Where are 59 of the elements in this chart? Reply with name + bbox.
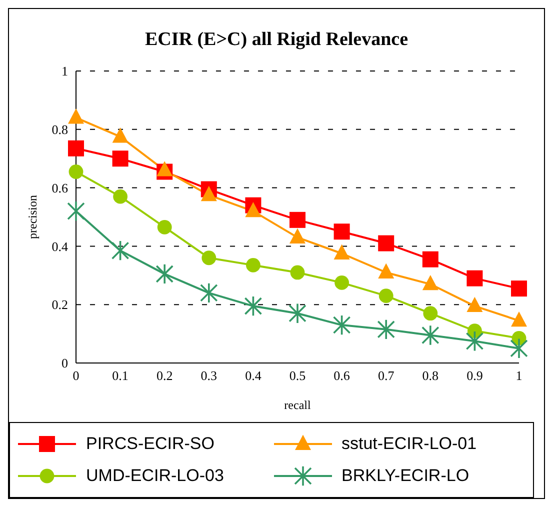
point — [68, 140, 84, 156]
point — [334, 224, 350, 240]
legend-label: BRKLY-ECIR-LO — [342, 466, 470, 486]
point — [200, 282, 218, 304]
point — [202, 250, 216, 266]
x-tick-label: 0.6 — [334, 368, 350, 384]
point — [334, 276, 349, 290]
point — [112, 150, 128, 167]
point — [378, 288, 394, 304]
y-axis-title: precision — [25, 195, 40, 239]
point — [332, 314, 351, 336]
point — [68, 164, 84, 179]
legend-label: PIRCS-ECIR-SO — [86, 434, 214, 454]
x-tick-label: 0 — [72, 368, 80, 384]
point — [466, 330, 484, 352]
y-tick-label: 0 — [62, 356, 68, 371]
point — [466, 270, 483, 286]
point — [246, 258, 260, 272]
point — [157, 220, 172, 234]
legend-label: UMD-ECIR-LO-03 — [86, 466, 224, 486]
x-tick-label: 0.3 — [200, 368, 218, 384]
chart-title: ECIR (E>C) all Rigid Relevance — [144, 29, 410, 51]
point — [288, 302, 306, 324]
y-tick-label: 0.8 — [52, 122, 68, 138]
point — [511, 280, 527, 297]
point — [377, 318, 395, 340]
x-tick-label: 0.8 — [422, 368, 439, 384]
point — [112, 128, 128, 143]
point — [422, 324, 440, 346]
point — [468, 324, 482, 338]
point — [290, 265, 305, 280]
x-tick-label: 0.4 — [245, 368, 262, 384]
point — [244, 296, 262, 317]
point — [510, 338, 528, 359]
point — [68, 108, 84, 124]
y-tick-label: 0.4 — [52, 238, 68, 254]
x-tick-label: 0.1 — [112, 368, 128, 384]
point — [200, 186, 217, 202]
y-tick-label: 1 — [62, 64, 68, 79]
point — [423, 306, 438, 321]
x-tick-label: 1 — [516, 368, 522, 384]
point — [290, 212, 306, 228]
x-tick-label: 0.2 — [156, 368, 173, 384]
point — [156, 263, 174, 284]
point — [290, 228, 306, 244]
point — [156, 161, 173, 176]
point — [245, 202, 262, 218]
point — [67, 200, 85, 222]
point — [378, 235, 394, 252]
x-axis-title: recall — [284, 398, 312, 412]
x-tick-label: 0.5 — [289, 368, 306, 384]
x-tick-label: 0.7 — [378, 368, 395, 384]
y-tick-label: 0.6 — [52, 180, 68, 196]
point — [422, 251, 438, 268]
point — [111, 240, 130, 262]
legend-label: sstut-ECIR-LO-01 — [342, 434, 477, 454]
y-tick-label: 0.2 — [52, 297, 68, 312]
point — [113, 189, 128, 204]
x-tick-label: 0.9 — [466, 368, 483, 384]
